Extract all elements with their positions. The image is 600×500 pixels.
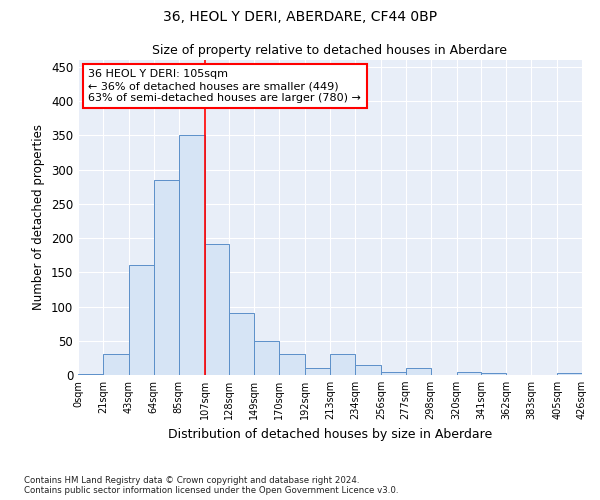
Text: 36 HEOL Y DERI: 105sqm
← 36% of detached houses are smaller (449)
63% of semi-de: 36 HEOL Y DERI: 105sqm ← 36% of detached… <box>88 70 361 102</box>
Y-axis label: Number of detached properties: Number of detached properties <box>32 124 46 310</box>
X-axis label: Distribution of detached houses by size in Aberdare: Distribution of detached houses by size … <box>168 428 492 440</box>
Bar <box>557 373 582 375</box>
Bar <box>481 373 506 375</box>
Bar <box>154 180 179 375</box>
Bar <box>406 368 431 375</box>
Bar <box>279 354 305 375</box>
Bar <box>103 354 129 375</box>
Bar <box>229 314 254 375</box>
Bar <box>330 354 355 375</box>
Bar <box>129 266 154 375</box>
Bar <box>205 244 229 375</box>
Bar <box>381 372 406 375</box>
Text: Contains HM Land Registry data © Crown copyright and database right 2024.
Contai: Contains HM Land Registry data © Crown c… <box>24 476 398 495</box>
Bar <box>457 372 481 375</box>
Bar <box>305 368 330 375</box>
Text: 36, HEOL Y DERI, ABERDARE, CF44 0BP: 36, HEOL Y DERI, ABERDARE, CF44 0BP <box>163 10 437 24</box>
Bar <box>179 134 205 375</box>
Bar <box>254 341 279 375</box>
Bar <box>355 364 381 375</box>
Title: Size of property relative to detached houses in Aberdare: Size of property relative to detached ho… <box>152 44 508 58</box>
Bar <box>78 374 103 375</box>
